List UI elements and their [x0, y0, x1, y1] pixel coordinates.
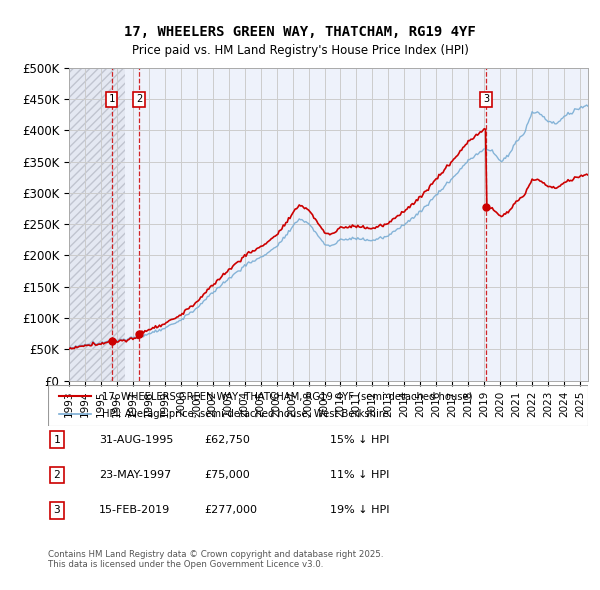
- Text: 17, WHEELERS GREEN WAY, THATCHAM, RG19 4YF (semi-detached house): 17, WHEELERS GREEN WAY, THATCHAM, RG19 4…: [102, 391, 473, 401]
- Text: 1: 1: [53, 435, 61, 444]
- Text: Contains HM Land Registry data © Crown copyright and database right 2025.
This d: Contains HM Land Registry data © Crown c…: [48, 550, 383, 569]
- Text: 15% ↓ HPI: 15% ↓ HPI: [330, 435, 389, 444]
- Text: 2: 2: [53, 470, 61, 480]
- Text: HPI: Average price, semi-detached house, West Berkshire: HPI: Average price, semi-detached house,…: [102, 409, 389, 419]
- Text: 11% ↓ HPI: 11% ↓ HPI: [330, 470, 389, 480]
- Text: 19% ↓ HPI: 19% ↓ HPI: [330, 506, 389, 515]
- Text: 3: 3: [483, 94, 489, 104]
- Text: £75,000: £75,000: [204, 470, 250, 480]
- Text: 23-MAY-1997: 23-MAY-1997: [99, 470, 171, 480]
- Text: 3: 3: [53, 506, 61, 515]
- Text: £277,000: £277,000: [204, 506, 257, 515]
- Text: 15-FEB-2019: 15-FEB-2019: [99, 506, 170, 515]
- Text: 17, WHEELERS GREEN WAY, THATCHAM, RG19 4YF: 17, WHEELERS GREEN WAY, THATCHAM, RG19 4…: [124, 25, 476, 40]
- Text: 2: 2: [136, 94, 142, 104]
- Text: 1: 1: [109, 94, 115, 104]
- Text: 31-AUG-1995: 31-AUG-1995: [99, 435, 173, 444]
- Text: Price paid vs. HM Land Registry's House Price Index (HPI): Price paid vs. HM Land Registry's House …: [131, 44, 469, 57]
- Text: £62,750: £62,750: [204, 435, 250, 444]
